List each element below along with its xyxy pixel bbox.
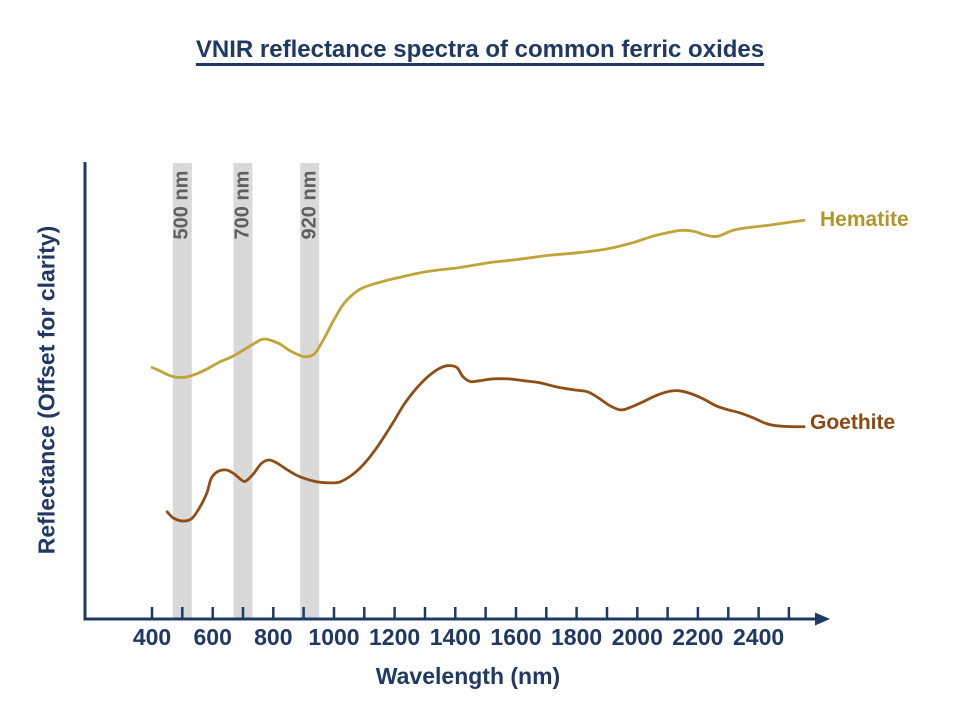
hematite-curve — [150, 219, 806, 380]
series-label-hematite: Hematite — [820, 208, 909, 231]
series-label-goethite: Goethite — [810, 411, 896, 434]
goethite-curve — [165, 364, 806, 523]
x-tick-label: 1600 — [490, 624, 542, 650]
x-tick-label: 1400 — [429, 624, 481, 650]
x-tick-label: 1000 — [308, 624, 360, 650]
wavelength-band — [233, 163, 253, 618]
x-tick-label: 1800 — [551, 624, 603, 650]
x-tick-label: 400 — [132, 624, 172, 650]
x-axis-arrow-icon — [815, 612, 830, 626]
x-axis-title: Wavelength (nm) — [375, 663, 561, 689]
x-tick-label: 2000 — [611, 624, 663, 650]
chart-title: VNIR reflectance spectra of common ferri… — [0, 36, 960, 64]
wavelength-band-label: 700 nm — [231, 170, 254, 240]
x-tick-label: 2400 — [733, 624, 785, 650]
x-tick-label: 600 — [193, 624, 232, 650]
x-tick-label: 2200 — [672, 624, 724, 650]
x-tick-label: 800 — [254, 624, 293, 650]
y-axis-title: Reflectance (Offset for clarity) — [33, 225, 60, 555]
wavelength-band-label: 500 nm — [170, 170, 193, 240]
wavelength-band — [300, 163, 320, 618]
x-tick-label: 1200 — [369, 624, 421, 650]
wavelength-band — [172, 163, 192, 618]
wavelength-band-label: 920 nm — [298, 170, 321, 240]
chart-title-text: VNIR reflectance spectra of common ferri… — [195, 36, 765, 63]
